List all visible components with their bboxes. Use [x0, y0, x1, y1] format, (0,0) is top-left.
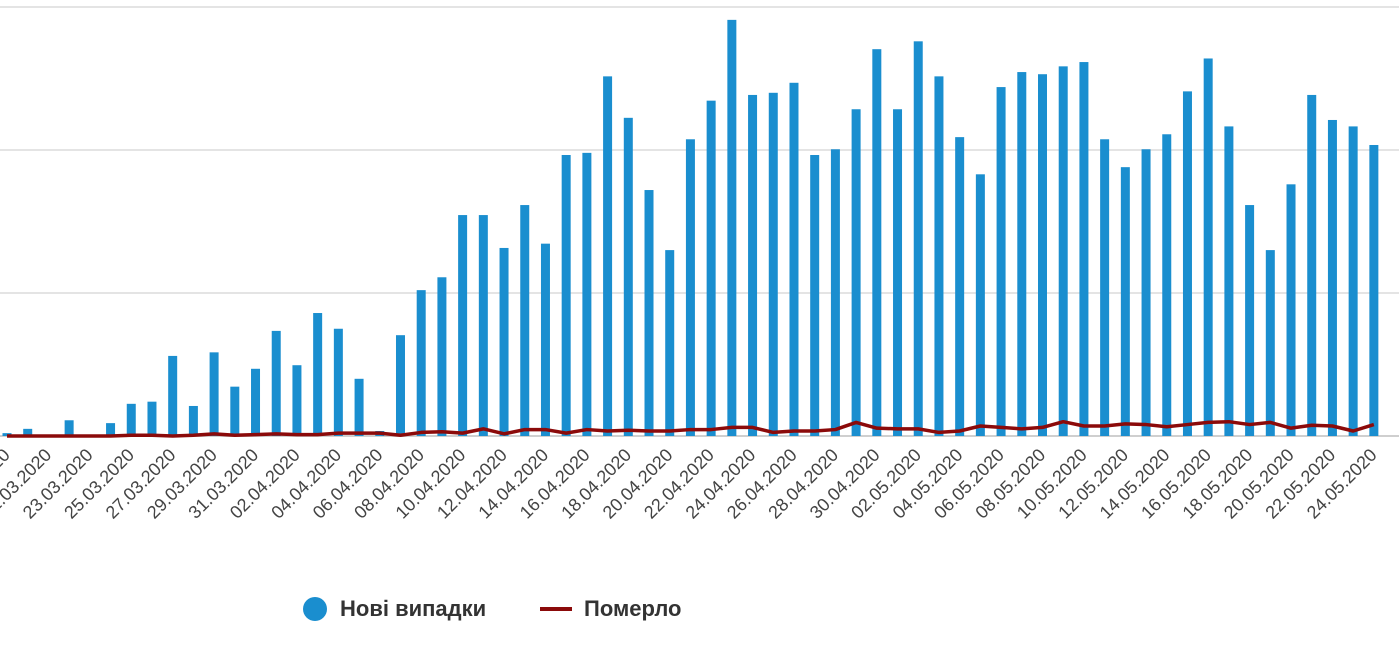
bar [955, 137, 965, 436]
bar [665, 250, 675, 436]
bar [395, 335, 405, 436]
bar [1369, 144, 1379, 436]
bar [913, 41, 923, 436]
bar [1245, 205, 1255, 436]
bar [147, 401, 157, 436]
bar [603, 76, 613, 436]
bar [561, 155, 571, 436]
bar [1348, 126, 1358, 436]
bar [1182, 91, 1192, 437]
bar [830, 149, 840, 436]
bar [416, 290, 426, 436]
bar [354, 378, 364, 436]
bar [1307, 94, 1317, 436]
bar [1224, 126, 1234, 436]
bar [64, 420, 74, 436]
bar [1203, 58, 1213, 436]
bar [499, 247, 509, 436]
bar [768, 92, 778, 437]
bar [851, 109, 861, 437]
bar [313, 313, 323, 436]
bar [685, 139, 695, 436]
bar [623, 117, 633, 436]
bar [1079, 62, 1089, 437]
bar [1100, 139, 1110, 436]
bar [1141, 149, 1151, 436]
bar [975, 174, 985, 436]
bar [1120, 167, 1130, 436]
bar [23, 428, 33, 436]
bar [230, 386, 240, 436]
bar [1286, 184, 1296, 436]
bar [437, 277, 447, 436]
legend: Нові випадки Померло [303, 596, 682, 621]
bar [168, 355, 178, 436]
bar [1058, 66, 1068, 436]
bar [644, 190, 654, 436]
bar [271, 330, 281, 436]
legend-label: Померло [584, 596, 682, 621]
legend-label: Нові випадки [340, 596, 486, 621]
bar [188, 405, 198, 436]
bar [934, 76, 944, 436]
bar [1038, 74, 1047, 437]
bar [478, 215, 488, 436]
bar [540, 243, 550, 436]
bar [126, 403, 136, 436]
bar [706, 100, 716, 436]
bar [520, 205, 530, 436]
bar [458, 215, 468, 436]
bar [1162, 134, 1172, 436]
bar [292, 365, 302, 436]
bars [2, 19, 1379, 437]
bar [333, 328, 343, 436]
legend-swatch [303, 597, 327, 621]
bar [727, 19, 737, 437]
bar [893, 109, 903, 437]
line [7, 419, 1375, 438]
bar [810, 155, 820, 436]
bar [872, 49, 882, 437]
bar [1327, 119, 1337, 436]
lines [7, 419, 1375, 438]
x-axis: 19.03.202021.03.202023.03.202025.03.2020… [0, 445, 1381, 523]
bar [106, 423, 116, 436]
bar [996, 87, 1006, 436]
bar [789, 82, 799, 436]
bar [1017, 72, 1027, 436]
bar [582, 152, 592, 437]
bar [251, 368, 261, 436]
bar [209, 352, 219, 436]
bar [748, 94, 758, 436]
bar [1265, 250, 1275, 436]
